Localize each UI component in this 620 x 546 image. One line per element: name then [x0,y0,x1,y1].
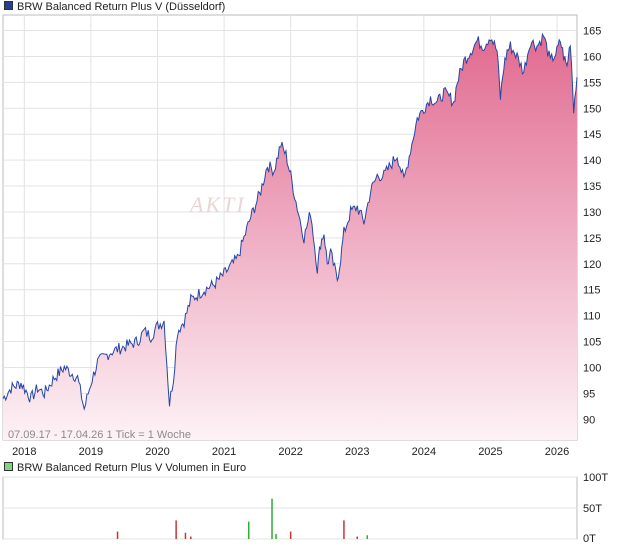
volume-bar [190,536,192,539]
y-tick-label: 145 [583,129,601,141]
volume-y-tick-label: 0T [583,533,596,545]
y-tick-label: 155 [583,77,601,89]
x-tick-label: 2024 [412,446,436,458]
volume-bar [271,498,273,539]
y-tick-label: 100 [583,362,601,374]
price-area-fill [3,34,577,440]
x-tick-label: 2023 [345,446,369,458]
price-line [2,32,578,411]
volume-legend-swatch [4,462,13,471]
x-tick-label: 2020 [145,446,169,458]
y-tick-label: 90 [583,414,595,426]
date-range-info: 07.09.17 - 17.04.26 1 Tick = 1 Woche [8,429,191,441]
x-tick-label: 2018 [12,446,36,458]
y-tick-label: 160 [583,51,601,63]
y-tick-label: 140 [583,155,601,167]
y-tick-label: 125 [583,233,601,245]
y-tick-label: 130 [583,207,601,219]
volume-bar [247,521,250,539]
x-tick-label: 2019 [79,446,103,458]
volume-legend: BRW Balanced Return Plus V Volumen in Eu… [4,462,246,474]
y-tick-label: 165 [583,26,601,38]
volume-bar [366,535,368,539]
volume-bar [175,520,177,539]
y-tick-label: 150 [583,103,601,115]
y-tick-label: 110 [583,311,601,323]
main-legend-swatch [4,1,13,10]
volume-bar [289,531,292,539]
volume-bar [356,536,359,539]
y-tick-label: 135 [583,181,601,193]
volume-bar [184,532,187,539]
x-tick-label: 2026 [545,446,569,458]
y-tick-label: 105 [583,337,601,349]
volume-y-tick-label: 100T [583,472,608,484]
main-legend-label: BRW Balanced Return Plus V (Düsseldorf) [17,1,226,13]
y-tick-label: 115 [583,285,601,297]
watermark-text: AKTI [188,192,246,217]
y-tick-label: 120 [583,259,601,271]
volume-y-tick-label: 50T [583,503,602,515]
volume-bar [116,531,119,539]
volume-bar [343,520,345,539]
y-tick-label: 95 [583,388,595,400]
x-tick-label: 2025 [478,446,502,458]
x-tick-label: 2021 [212,446,236,458]
x-tick-label: 2022 [278,446,302,458]
main-legend: BRW Balanced Return Plus V (Düsseldorf) [4,1,225,13]
volume-bar [275,534,277,539]
volume-legend-label: BRW Balanced Return Plus V Volumen in Eu… [17,462,247,474]
